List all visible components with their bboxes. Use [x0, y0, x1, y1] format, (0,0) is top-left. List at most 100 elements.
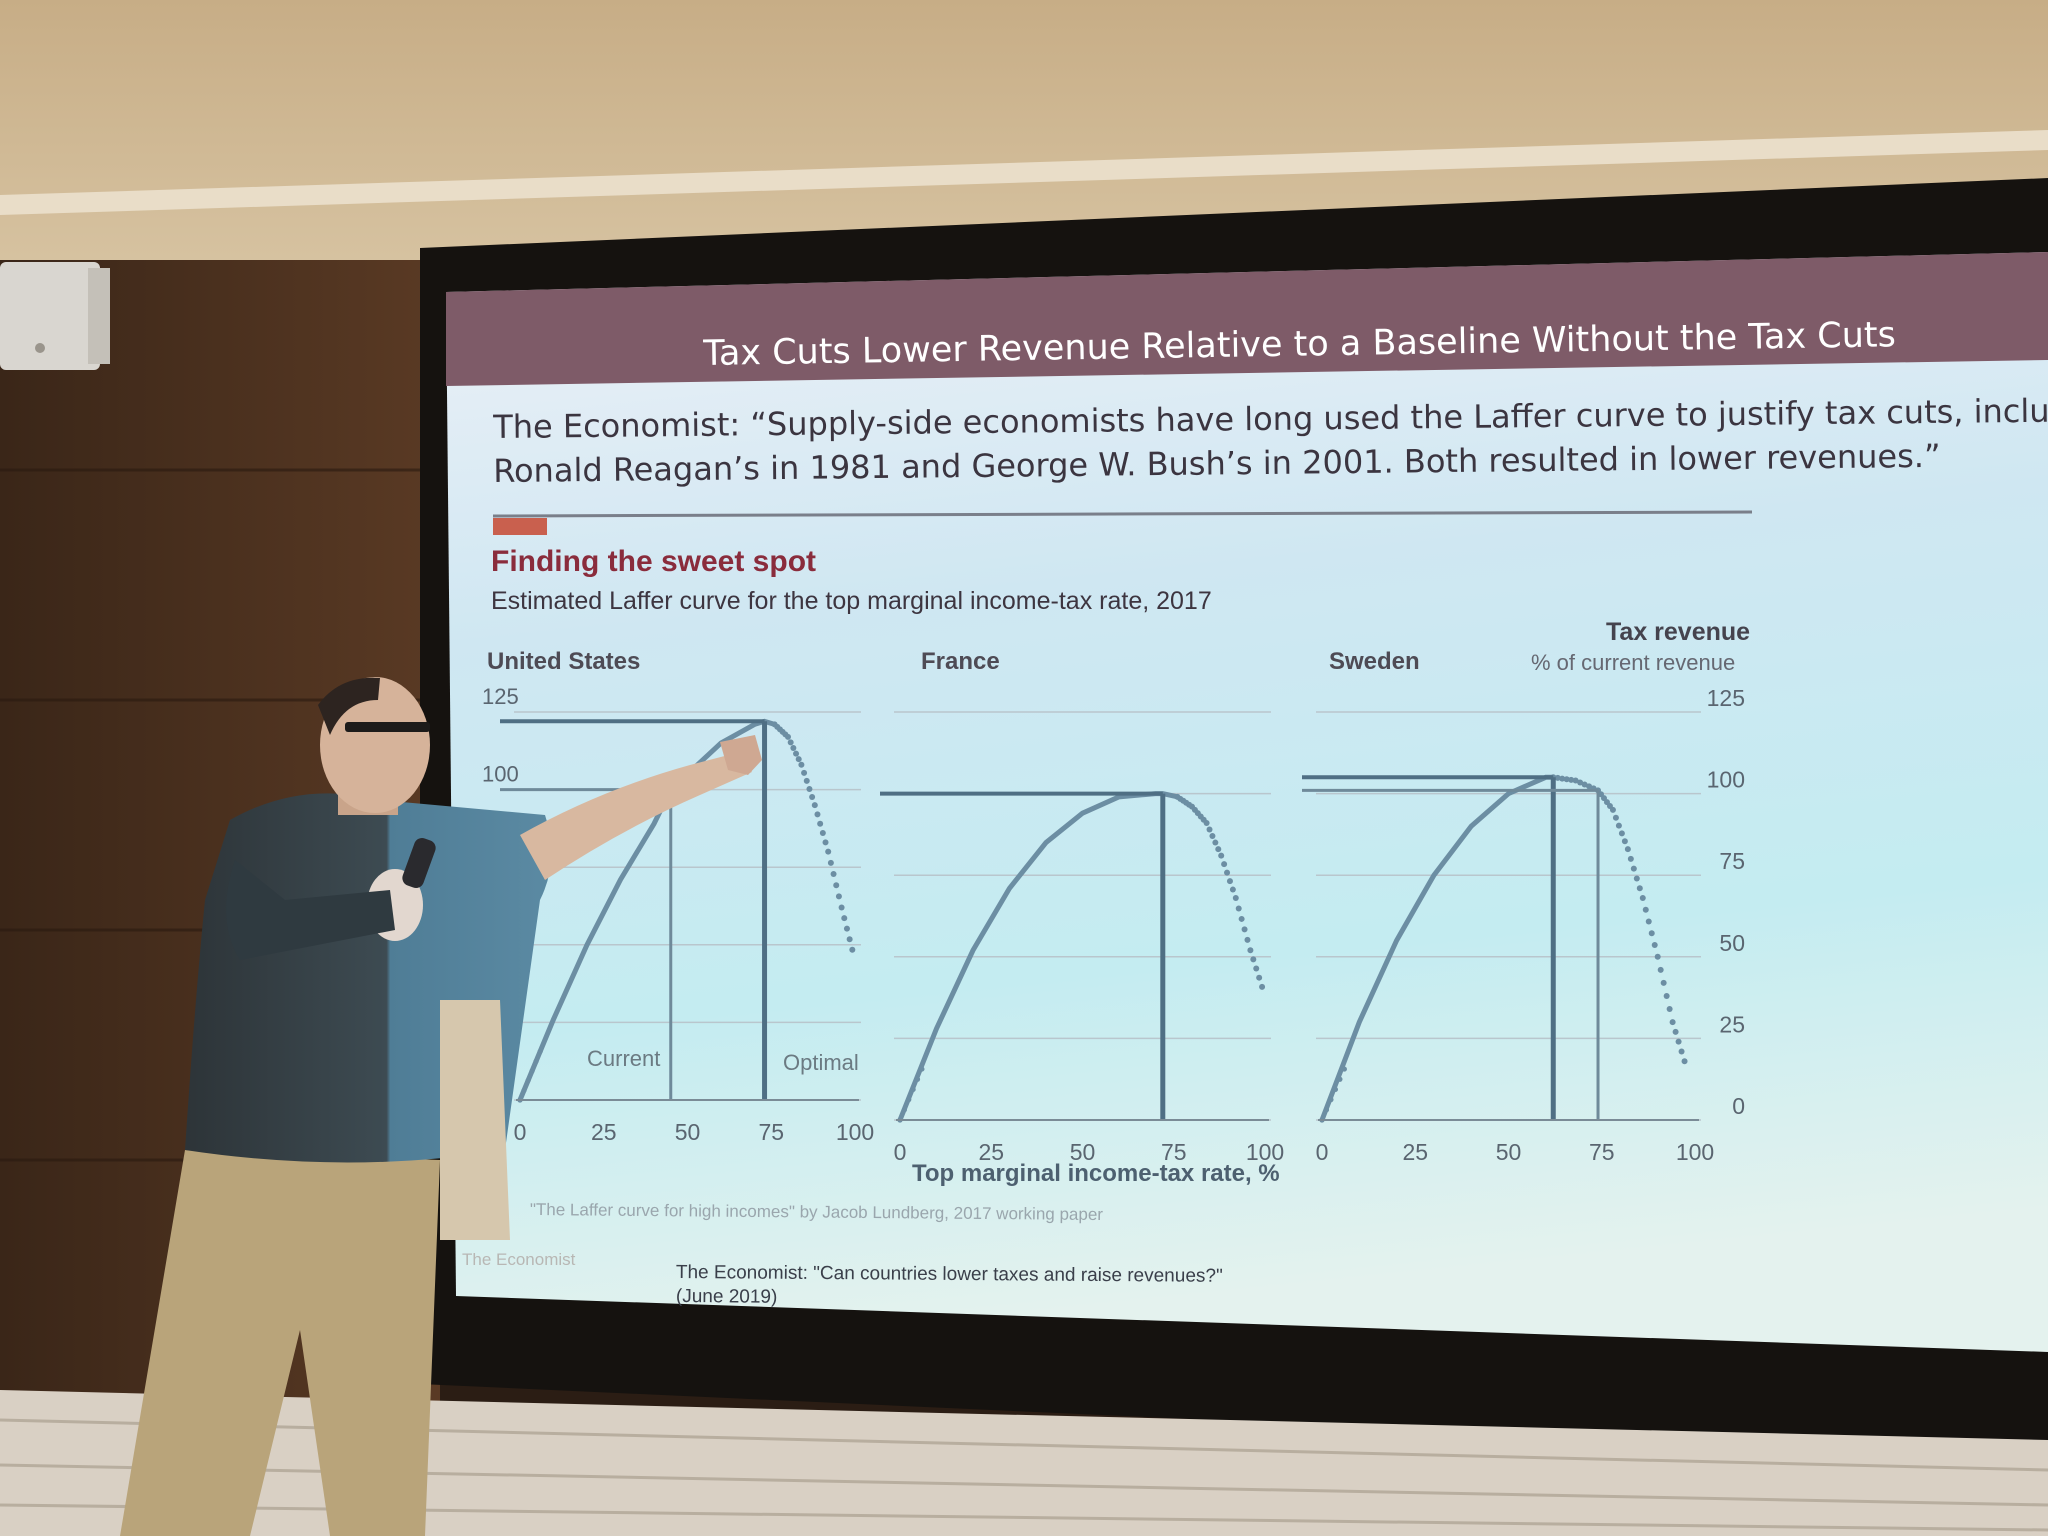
ceiling-trim — [0, 130, 2048, 215]
curve-dot-0 — [838, 904, 845, 911]
curve-dot-0 — [798, 761, 805, 768]
curve-dot-0 — [787, 739, 794, 746]
curve-dot-2 — [1577, 779, 1584, 786]
curve-start-dot-1 — [919, 1066, 925, 1072]
curve-dot-0 — [801, 769, 808, 776]
curve-dot-2 — [1654, 953, 1661, 960]
curve-dot-2 — [1669, 1019, 1676, 1026]
curve-dot-2 — [1660, 979, 1667, 986]
curve-dot-1 — [1209, 833, 1216, 840]
curve-dot-1 — [1259, 983, 1266, 990]
curve-dot-2 — [1678, 1048, 1685, 1055]
y-tick-right-75: 75 — [1719, 848, 1745, 874]
curve-dot-0 — [806, 785, 813, 792]
curve-dot-0 — [827, 859, 834, 866]
curve-start-dot-1 — [906, 1097, 912, 1103]
curve-dot-2 — [1609, 806, 1616, 813]
curve-dot-2 — [1563, 776, 1570, 783]
curve-dot-0 — [846, 936, 853, 943]
x-tick-2-100: 100 — [1676, 1139, 1714, 1165]
curve-dot-1 — [1256, 974, 1263, 981]
floor-wall — [0, 1390, 2048, 1536]
curve-dot-0 — [790, 745, 797, 752]
curve-dot-0 — [817, 820, 824, 827]
curve-dot-0 — [833, 882, 840, 889]
curve-start-dot-1 — [901, 1107, 907, 1113]
x-tick-0-50: 50 — [675, 1119, 701, 1145]
curve-dot-2 — [1672, 1028, 1679, 1035]
y-tick-right-25: 25 — [1719, 1011, 1745, 1037]
curve-dot-2 — [1627, 855, 1634, 862]
curve-dot-0 — [819, 830, 826, 837]
x-tick-0-0: 0 — [514, 1119, 527, 1145]
curve-dot-2 — [1633, 875, 1640, 882]
curve-dot-1 — [1229, 886, 1236, 893]
curve-start-dot-0 — [533, 1058, 539, 1064]
divider-rule — [492, 510, 1753, 518]
curve-start-dot-1 — [910, 1086, 916, 1093]
x-tick-2-75: 75 — [1589, 1139, 1615, 1165]
x-tick-1-100: 100 — [1246, 1139, 1284, 1165]
curve-start-dot-2 — [1337, 1076, 1343, 1082]
curve-dot-0 — [825, 848, 832, 855]
curve-dot-1 — [1203, 819, 1210, 826]
x-tick-2-25: 25 — [1402, 1139, 1428, 1165]
second-person-partial — [440, 1000, 510, 1240]
curve-dot-0 — [803, 777, 810, 784]
curve-dot-2 — [1675, 1038, 1682, 1045]
curve-dot-1 — [1244, 936, 1251, 943]
x-tick-0-75: 75 — [758, 1119, 784, 1145]
curve-dot-2 — [1621, 838, 1628, 845]
y-tick-right-50: 50 — [1719, 930, 1745, 956]
y-tick-left-100: 100 — [482, 762, 519, 787]
y-tick-right-125: 125 — [1707, 685, 1745, 711]
curve-dot-0 — [830, 871, 837, 878]
curve-start-dot-1 — [914, 1076, 921, 1082]
curve-dot-1 — [1238, 915, 1245, 922]
x-tick-1-25: 25 — [978, 1139, 1004, 1165]
curve-dot-2 — [1559, 775, 1566, 782]
economist-accent-bar — [493, 518, 547, 535]
curve-dot-0 — [849, 946, 856, 953]
curve-start-dot-0 — [537, 1048, 543, 1055]
curve-dot-2 — [1642, 906, 1649, 913]
curve-dot-0 — [822, 839, 829, 846]
curve-dot-0 — [814, 811, 821, 818]
curve-start-dot-0 — [529, 1068, 535, 1074]
curve-dot-2 — [1586, 783, 1593, 790]
curve-dot-2 — [1636, 885, 1643, 892]
curve-dot-1 — [1226, 878, 1233, 885]
curve-dot-1 — [1206, 826, 1213, 833]
x-tick-0-100: 100 — [836, 1119, 874, 1145]
curve-dot-2 — [1624, 846, 1631, 853]
curve-start-dot-2 — [1328, 1097, 1334, 1103]
curve-dot-1 — [1218, 852, 1225, 859]
curve-start-dot-2 — [1341, 1066, 1347, 1072]
laffer-curve-2 — [1319, 774, 1556, 1123]
curve-dot-0 — [795, 756, 802, 763]
curve-dot-2 — [1648, 930, 1655, 937]
curve-dot-2 — [1572, 777, 1579, 784]
curve-dot-2 — [1663, 992, 1670, 999]
curve-dot-1 — [1221, 861, 1228, 868]
title-bar — [446, 252, 2048, 386]
x-tick-1-50: 50 — [1070, 1139, 1096, 1165]
x-tick-1-75: 75 — [1161, 1139, 1187, 1165]
curve-dot-2 — [1618, 830, 1625, 837]
curve-dot-2 — [1639, 895, 1646, 902]
wall-speaker — [0, 262, 110, 370]
curve-dot-1 — [1215, 846, 1222, 853]
curve-dot-0 — [809, 794, 816, 801]
curve-dot-0 — [793, 750, 800, 757]
curve-start-dot-0 — [521, 1087, 527, 1093]
curve-dot-1 — [1247, 947, 1254, 954]
curve-dot-0 — [785, 733, 791, 740]
curve-dot-2 — [1630, 865, 1637, 872]
curve-dot-2 — [1581, 781, 1588, 788]
curve-dot-2 — [1645, 918, 1652, 925]
curve-dot-2 — [1666, 1006, 1673, 1013]
curve-dot-0 — [835, 893, 842, 900]
curve-dot-2 — [1681, 1058, 1688, 1065]
curve-dot-1 — [1250, 956, 1257, 963]
